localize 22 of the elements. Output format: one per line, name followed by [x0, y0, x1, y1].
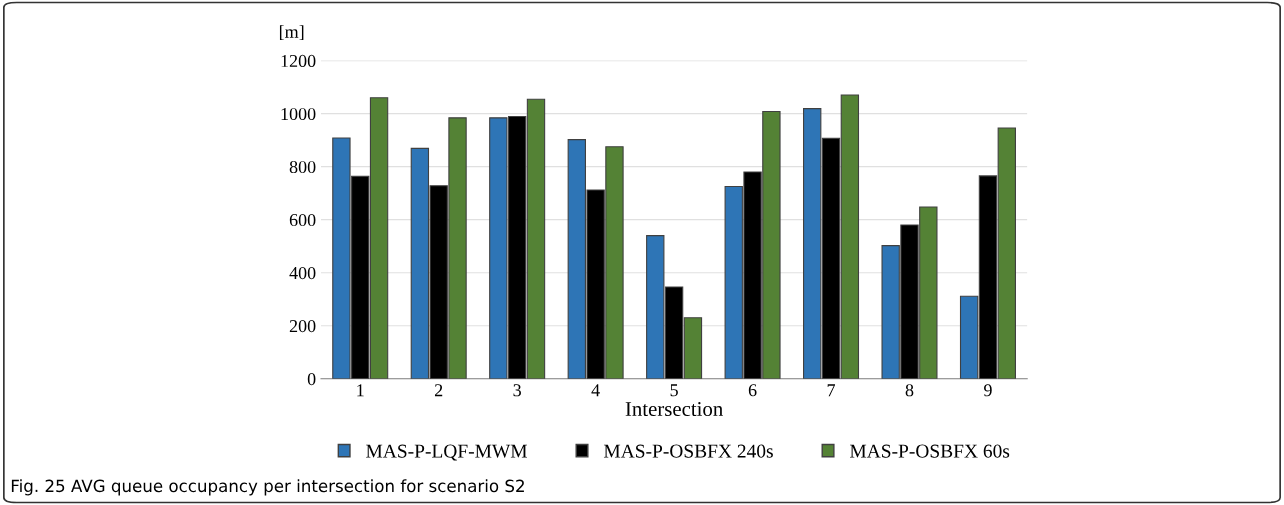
x-tick-label: 2 [434, 384, 443, 397]
x-tick-label: 3 [513, 384, 521, 397]
y-axis-title: [m] [279, 25, 304, 41]
caption: Fig. 25 AVG queue occupancy per intersection for scenario S2 [11, 479, 524, 496]
x-tick-label: 9 [984, 384, 992, 397]
y-tick-label: 1000 [281, 107, 316, 121]
x-axis-title: Intersection [625, 402, 723, 417]
x-tick-label: 5 [670, 384, 678, 397]
y-tick-label: 400 [289, 266, 316, 280]
y-tick-label: 800 [289, 160, 316, 174]
x-tick-label: 7 [827, 384, 836, 397]
legend-label: MAS-P-LQF-MWM [366, 444, 528, 461]
y-tick-label: 200 [289, 319, 316, 333]
y-tick-label: 1200 [281, 54, 316, 68]
legend-label: MAS-P-OSBFX 60s [849, 444, 1010, 458]
legend-label: MAS-P-OSBFX 240s [603, 444, 773, 458]
x-tick-label: 8 [905, 384, 914, 397]
y-tick-label: 0 [307, 373, 316, 386]
x-tick-label: 6 [748, 384, 757, 397]
x-tick-label: 1 [357, 384, 364, 397]
y-tick-label: 600 [289, 213, 316, 227]
x-tick-label: 4 [591, 384, 600, 397]
